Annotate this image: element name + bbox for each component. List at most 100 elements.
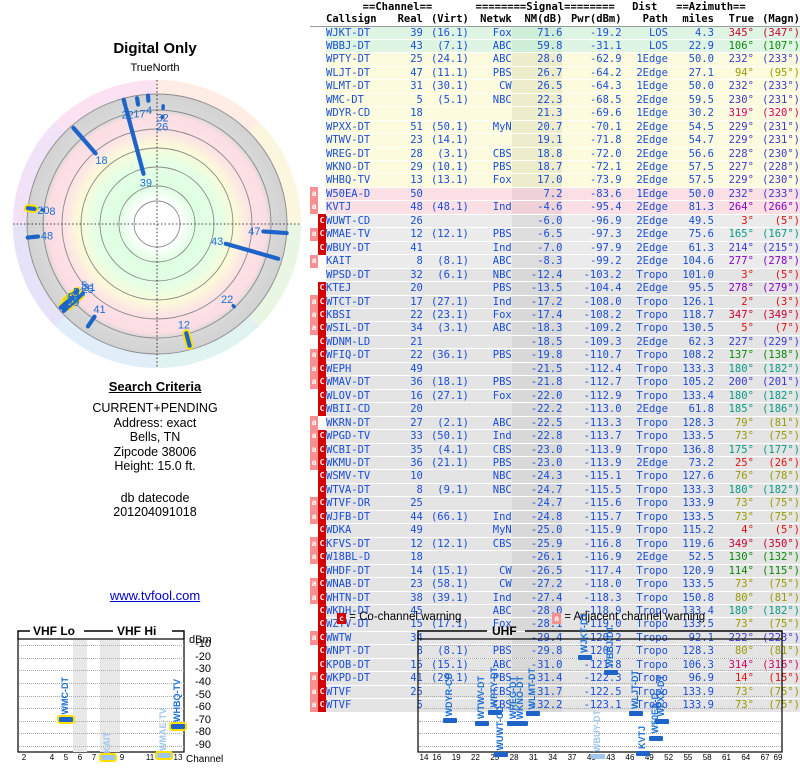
table-row[interactable]: WTWV-DT 23 (14.1) 19.1 -71.8 2Edge 54.7 229° (23…	[310, 133, 800, 148]
table-row[interactable]: a KAIT 8 (8.1) ABC -8.3 -99.2 2Edge 104.6 277° (27…	[310, 254, 800, 269]
table-row[interactable]: C WUWT-CD 26 -6.0 -96.9 2Edge 49.5 3° (5°)	[310, 214, 800, 229]
cell-netw: PBS	[468, 66, 512, 81]
channel-signal-bar[interactable]	[635, 750, 650, 756]
adjacent-channel-warning-flag	[310, 53, 318, 66]
cell-az: 264°	[713, 200, 754, 215]
table-row[interactable]: WMC-DT 5 (5.1) NBC 22.3 -68.5 2Edge 59.5 230° (23…	[310, 93, 800, 108]
table-row[interactable]: C WLOV-DT 16 (27.1) Fox -22.0 -112.9 Tropo 133.4…	[310, 389, 800, 404]
table-row[interactable]: WLJT-DT 47 (11.1) PBS 26.7 -64.2 2Edge 27.1 94°(…	[310, 66, 800, 81]
table-row[interactable]: WLMT-DT 31 (30.1) CW 26.5 -64.3 1Edge 50.0 232°(…	[310, 79, 800, 94]
cell-az: 3°	[713, 268, 754, 283]
table-row[interactable]: a C WJFB-DT 44 (66.1) Ind -24.8 -115.7 Tropo 133.…	[310, 510, 800, 525]
cell-virt: (3.1)	[422, 147, 469, 162]
channel-signal-bar[interactable]	[629, 711, 644, 717]
table-row[interactable]: WPSD-DT 32 (6.1) NBC -12.4 -103.2 Tropo 101.0 3°…	[310, 268, 800, 283]
channel-signal-bar[interactable]	[590, 753, 605, 759]
table-row[interactable]: a C WTCT-DT 17 (27.1) Ind -17.2 -108.0 Tropo 126.…	[310, 295, 800, 310]
adjacent-channel-warning-flag: a	[310, 496, 318, 511]
channel-signal-bar[interactable]	[577, 654, 592, 660]
col-header-miles[interactable]: miles	[667, 13, 714, 27]
table-row[interactable]: a C WMAV-DT 36 (18.1) PBS -21.8 -112.7 Tropo 105.…	[310, 375, 800, 390]
table-row[interactable]: a C WMAE-TV 12 (12.1) PBS -6.5 -97.3 2Edge 75.6 16…	[310, 227, 800, 242]
cell-path: Tropo	[621, 375, 668, 390]
table-row[interactable]: WDYR-CD 18 21.3 -69.6 1Edge 30.2 319° (320°)	[310, 106, 800, 121]
col-header-netwk[interactable]: Netwk	[468, 13, 512, 27]
table-row[interactable]: a C WHTN-DT 38 (39.1) Ind -27.4 -118.3 Tropo 150.…	[310, 591, 800, 606]
gridline	[419, 657, 781, 659]
channel-signal-bar[interactable]	[57, 714, 75, 724]
channel-signal-bar[interactable]	[603, 669, 618, 675]
table-row[interactable]: C WDKA 49 MyN -25.0 -115.9 Tropo 115.2 4° (5°)	[310, 523, 800, 538]
table-row[interactable]: C WZTV-DT 15 (17.1) Fox -28.1 -119.0 Tropo 133.5…	[310, 617, 800, 632]
tvfool-link[interactable]: www.tvfool.com	[109, 588, 201, 603]
cell-real: 22	[395, 308, 423, 323]
table-row[interactable]: a C WNAB-DT 23 (58.1) CW -27.2 -118.0 Tropo 133.5…	[310, 577, 800, 592]
table-row[interactable]: a C KBSI 22 (23.1) Fox -17.4 -108.2 Tropo 118.7 34…	[310, 308, 800, 323]
adjacent-channel-warning-flag	[310, 268, 318, 281]
table-row[interactable]: C WHDF-DT 14 (15.1) CW -26.5 -117.4 Tropo 120.9 1…	[310, 564, 800, 579]
table-row[interactable]: a C WSIL-DT 34 (3.1) ABC -18.3 -109.2 Tropo 130.5…	[310, 321, 800, 336]
table-row[interactable]: C WBUY-DT 41 Ind -7.0 -97.9 2Edge 61.3 214° (215°…	[310, 241, 800, 256]
col-header-magn[interactable]: (Magn)	[753, 13, 800, 27]
cell-virt	[422, 106, 469, 121]
cell-path: Tropo	[621, 577, 668, 592]
cell-dist: 133.4	[667, 604, 714, 619]
table-row[interactable]: C WDNM-LD 21 -18.5 -109.3 2Edge 62.3 227° (229°)	[310, 335, 800, 350]
table-row[interactable]: a WKRN-DT 27 (2.1) ABC -22.5 -113.3 Tropo 128.3 7…	[310, 416, 800, 431]
table-row[interactable]: WPXX-DT 51 (50.1) MyN 20.7 -70.1 2Edge 54.5 229°…	[310, 120, 800, 135]
col-header-nm[interactable]: NM(dB)	[511, 13, 563, 27]
table-row[interactable]: WHBQ-TV 13 (13.1) Fox 17.0 -73.9 2Edge 57.5 229°…	[310, 173, 800, 188]
radar-marker-label: 48	[41, 231, 53, 243]
channel-signal-bar[interactable]	[169, 721, 187, 731]
channel-signal-bar[interactable]	[513, 721, 528, 727]
table-row[interactable]: a C KFVS-DT 12 (12.1) CBS -25.9 -116.8 Tropo 119.…	[310, 537, 800, 552]
x-tick-label: 58	[702, 753, 712, 762]
col-header-pwr[interactable]: Pwr(dBm)	[562, 13, 622, 27]
channel-callsign-label: WPTY-DT	[488, 667, 499, 708]
table-row[interactable]: a C W18BL-D 18 -26.1 -116.9 2Edge 52.5 130° (132°…	[310, 550, 800, 565]
table-row[interactable]: a KVTJ 48 (48.1) Ind -4.6 -95.4 2Edge 81.3 264° (2…	[310, 200, 800, 215]
table-row[interactable]: a C WFIQ-DT 22 (36.1) PBS -19.8 -110.7 Tropo 108.…	[310, 348, 800, 363]
cell-path: 2Edge	[621, 147, 668, 162]
channel-signal-bar[interactable]	[648, 735, 663, 741]
adjacent-channel-warning-flag	[310, 403, 318, 416]
table-row[interactable]: WKNO-DT 29 (10.1) PBS 18.7 -72.1 2Edge 57.5 227°…	[310, 160, 800, 175]
cell-pwr: -31.1	[562, 39, 622, 54]
channel-signal-bar[interactable]	[474, 720, 489, 726]
channel-signal-bar[interactable]	[442, 718, 457, 724]
col-header-path[interactable]: Path	[621, 13, 668, 27]
table-row[interactable]: a C WPGD-TV 33 (50.1) Ind -22.8 -113.7 Tropo 133.…	[310, 429, 800, 444]
table-row[interactable]: a C WCBI-DT 35 (4.1) CBS -23.0 -113.9 Tropo 136.8…	[310, 443, 800, 458]
cell-callsign: WSMV-TV	[326, 469, 396, 484]
channel-signal-bar[interactable]	[655, 718, 670, 724]
table-row[interactable]: WREG-DT 28 (3.1) CBS 18.8 -72.0 2Edge 56.6 228°(…	[310, 147, 800, 162]
col-header-true[interactable]: True	[713, 13, 754, 27]
col-header-virt[interactable]: (Virt)	[422, 13, 469, 27]
col-header-real[interactable]: Real	[395, 13, 423, 27]
table-row[interactable]: a C WTVF-DR 25 -24.7 -115.6 Tropo 133.9 73° (75°)	[310, 496, 800, 511]
cell-azm: (5°)	[753, 523, 800, 538]
channel-signal-bar[interactable]	[494, 752, 509, 758]
table-row[interactable]: a C WEPH 49 -21.5 -112.4 Tropo 133.3 180° (182°)	[310, 362, 800, 377]
channel-signal-bar[interactable]	[155, 750, 173, 760]
table-row[interactable]: a C WKMU-DT 36 (21.1) PBS -23.0 -113.9 2Edge 73.2…	[310, 456, 800, 471]
gridline	[19, 682, 184, 684]
channel-signal-bar[interactable]	[526, 711, 541, 717]
table-row[interactable]: a W50EA-D 50 7.2 -83.6 1Edge 50.0 232° (233°)	[310, 187, 800, 202]
col-header-callsign[interactable]: Callsign	[326, 13, 396, 27]
co-channel-warning-flag: C	[318, 281, 326, 296]
table-row[interactable]: C WSMV-TV 10 NBC -24.3 -115.1 Tropo 127.6 76° (78…	[310, 469, 800, 484]
table-row[interactable]: WBBJ-DT 43 (7.1) ABC 59.8 -31.1 LOS 22.9 106° (10…	[310, 39, 800, 54]
table-row[interactable]: C WBII-CD 20 -22.2 -113.0 2Edge 61.8 185° (186°)	[310, 402, 800, 417]
cell-callsign: KAIT	[326, 254, 396, 269]
channel-signal-bar[interactable]	[99, 753, 117, 763]
table-row[interactable]: C KTEJ 20 PBS -13.5 -104.4 2Edge 95.5 278° (279°)	[310, 281, 800, 296]
cell-path: Tropo	[621, 496, 668, 511]
table-row[interactable]: C WKDH-DT 45 ABC -28.0 -118.9 Tropo 133.4 180° (1…	[310, 604, 800, 619]
table-row[interactable]: WJKT-DT 39 (16.1) Fox 71.6 -19.2 LOS 4.3 345° (34…	[310, 26, 800, 40]
radar-marker-bar	[231, 304, 236, 309]
cell-azm: (228°)	[753, 160, 800, 175]
channel-signal-bar[interactable]	[487, 709, 502, 715]
table-row[interactable]: WPTY-DT 25 (24.1) ABC 28.0 -62.9 1Edge 50.0 232°…	[310, 52, 800, 67]
table-row[interactable]: C WTVA-DT 8 (9.1) NBC -24.7 -115.5 Tropo 133.3 18…	[310, 483, 800, 498]
